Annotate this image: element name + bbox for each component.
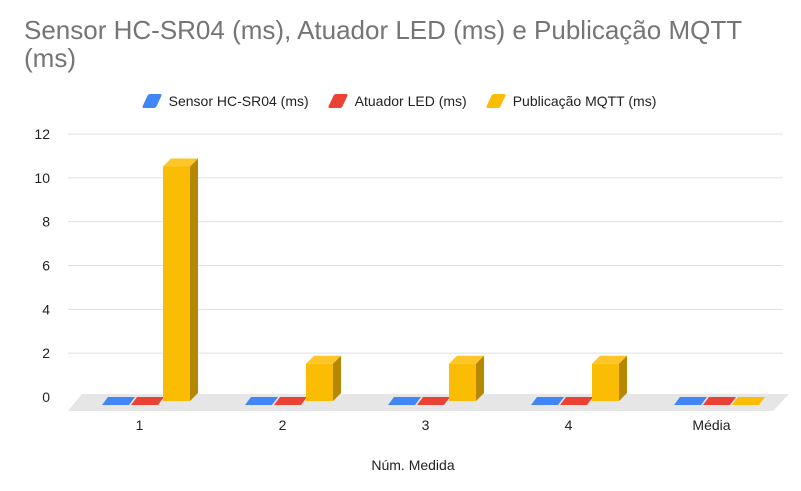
y-tick-label: 2 xyxy=(42,345,50,361)
bar-1-3 xyxy=(560,397,593,405)
bar-top-2-0 xyxy=(163,158,198,167)
y-tick-label: 8 xyxy=(42,214,50,230)
bar-2-2 xyxy=(449,363,476,401)
bar-side-2-1 xyxy=(333,355,341,401)
x-category-label: 1 xyxy=(136,417,144,433)
bar-0-3 xyxy=(531,397,564,405)
legend-label-atuador: Atuador LED (ms) xyxy=(354,93,467,109)
y-tick-label: 0 xyxy=(42,389,50,405)
bar-side-2-3 xyxy=(619,355,627,401)
legend: Sensor HC-SR04 (ms) Atuador LED (ms) Pub… xyxy=(0,91,801,111)
chart-title: Sensor HC-SR04 (ms), Atuador LED (ms) e … xyxy=(24,15,742,73)
bar-2-0 xyxy=(163,166,190,401)
bar-top-2-1 xyxy=(306,355,341,364)
bar-top-2-2 xyxy=(449,355,484,364)
x-axis-categories: 1 2 3 4 Média xyxy=(136,417,731,433)
legend-label-sensor: Sensor HC-SR04 (ms) xyxy=(168,93,309,109)
legend-label-mqtt: Publicação MQTT (ms) xyxy=(512,93,657,109)
bars xyxy=(102,158,765,405)
bar-0-4 xyxy=(674,397,707,405)
y-tick-label: 6 xyxy=(42,258,50,274)
bar-1-4 xyxy=(703,397,736,405)
x-category-label: 3 xyxy=(422,417,430,433)
bar-1-1 xyxy=(274,397,307,405)
bar-1-2 xyxy=(417,397,450,405)
bar-1-0 xyxy=(131,397,164,405)
x-category-label: Média xyxy=(692,417,730,433)
x-category-label: 4 xyxy=(565,417,573,433)
bar-top-2-3 xyxy=(592,355,627,364)
bar-2-4 xyxy=(732,397,765,405)
legend-item-sensor[interactable]: Sensor HC-SR04 (ms) xyxy=(141,93,309,109)
legend-item-atuador[interactable]: Atuador LED (ms) xyxy=(327,93,467,109)
y-tick-label: 4 xyxy=(42,301,50,317)
bar-side-2-0 xyxy=(190,158,198,401)
legend-item-mqtt[interactable]: Publicação MQTT (ms) xyxy=(485,93,657,109)
y-tick-label: 12 xyxy=(34,126,50,142)
y-axis-ticks: 0 2 4 6 8 10 12 xyxy=(34,126,50,405)
bar-0-2 xyxy=(388,397,421,405)
bar-2-1 xyxy=(306,363,333,401)
bar-side-2-2 xyxy=(476,355,484,401)
x-category-label: 2 xyxy=(279,417,287,433)
y-tick-label: 10 xyxy=(34,170,50,186)
bar-0-1 xyxy=(245,397,278,405)
bar-0-0 xyxy=(102,397,135,405)
x-axis-label: Núm. Medida xyxy=(371,457,454,473)
bar-2-3 xyxy=(592,363,619,401)
